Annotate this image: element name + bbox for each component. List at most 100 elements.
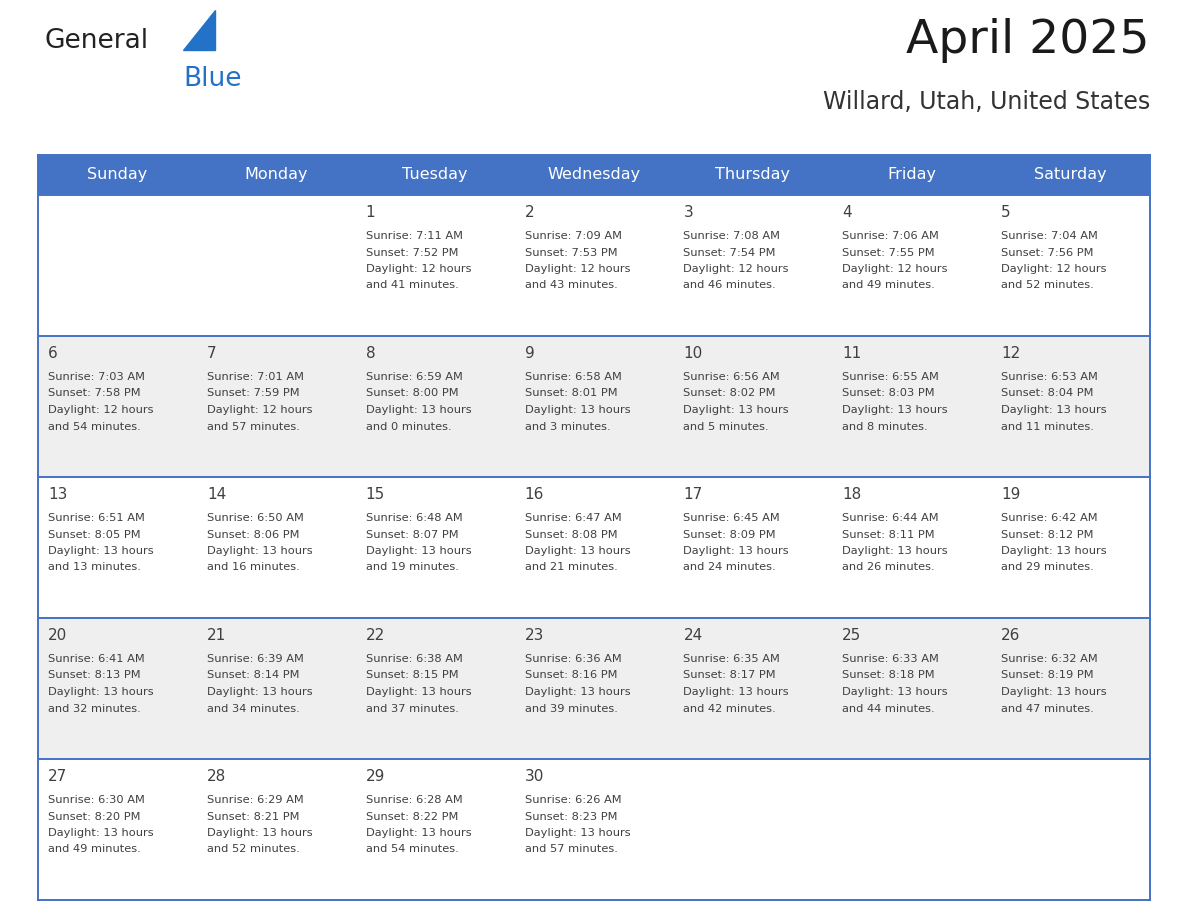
FancyBboxPatch shape — [991, 195, 1150, 336]
Text: Blue: Blue — [183, 66, 241, 92]
Text: Sunset: 7:59 PM: Sunset: 7:59 PM — [207, 388, 299, 398]
Text: 21: 21 — [207, 628, 226, 643]
Text: Wednesday: Wednesday — [548, 167, 640, 183]
Text: 14: 14 — [207, 487, 226, 502]
Text: and 32 minutes.: and 32 minutes. — [48, 703, 140, 713]
FancyBboxPatch shape — [514, 477, 674, 618]
Text: Sunset: 8:20 PM: Sunset: 8:20 PM — [48, 812, 140, 822]
Text: Sunset: 8:04 PM: Sunset: 8:04 PM — [1001, 388, 1094, 398]
Text: and 54 minutes.: and 54 minutes. — [366, 845, 459, 855]
Text: 16: 16 — [525, 487, 544, 502]
FancyBboxPatch shape — [38, 618, 197, 759]
FancyBboxPatch shape — [674, 618, 833, 759]
Text: Sunrise: 7:01 AM: Sunrise: 7:01 AM — [207, 372, 304, 382]
Text: Sunrise: 6:29 AM: Sunrise: 6:29 AM — [207, 795, 304, 805]
Text: Sunset: 8:23 PM: Sunset: 8:23 PM — [525, 812, 617, 822]
Text: Daylight: 13 hours: Daylight: 13 hours — [842, 546, 948, 556]
Text: and 34 minutes.: and 34 minutes. — [207, 703, 299, 713]
Text: 4: 4 — [842, 205, 852, 220]
FancyBboxPatch shape — [833, 336, 991, 477]
Text: and 24 minutes.: and 24 minutes. — [683, 563, 776, 573]
FancyBboxPatch shape — [514, 195, 674, 336]
Text: Sunrise: 6:32 AM: Sunrise: 6:32 AM — [1001, 654, 1098, 664]
Text: Sunrise: 6:58 AM: Sunrise: 6:58 AM — [525, 372, 621, 382]
Text: Willard, Utah, United States: Willard, Utah, United States — [823, 90, 1150, 114]
FancyBboxPatch shape — [991, 477, 1150, 618]
Text: Sunset: 8:09 PM: Sunset: 8:09 PM — [683, 530, 776, 540]
Text: 12: 12 — [1001, 346, 1020, 361]
Text: 20: 20 — [48, 628, 68, 643]
Text: Sunrise: 6:33 AM: Sunrise: 6:33 AM — [842, 654, 940, 664]
FancyBboxPatch shape — [991, 336, 1150, 477]
Text: and 5 minutes.: and 5 minutes. — [683, 421, 769, 431]
Text: 6: 6 — [48, 346, 58, 361]
Text: 10: 10 — [683, 346, 702, 361]
Text: Daylight: 12 hours: Daylight: 12 hours — [366, 264, 472, 274]
Text: General: General — [45, 28, 150, 54]
FancyBboxPatch shape — [514, 759, 674, 900]
Text: Sunrise: 6:44 AM: Sunrise: 6:44 AM — [842, 513, 939, 523]
Text: Sunrise: 7:04 AM: Sunrise: 7:04 AM — [1001, 231, 1098, 241]
Text: Daylight: 13 hours: Daylight: 13 hours — [525, 546, 630, 556]
Text: and 44 minutes.: and 44 minutes. — [842, 703, 935, 713]
FancyBboxPatch shape — [514, 618, 674, 759]
Text: Sunrise: 6:26 AM: Sunrise: 6:26 AM — [525, 795, 621, 805]
Text: Sunset: 8:03 PM: Sunset: 8:03 PM — [842, 388, 935, 398]
Text: 19: 19 — [1001, 487, 1020, 502]
Text: Sunrise: 6:48 AM: Sunrise: 6:48 AM — [366, 513, 462, 523]
Text: Sunset: 8:12 PM: Sunset: 8:12 PM — [1001, 530, 1094, 540]
Text: Sunrise: 6:59 AM: Sunrise: 6:59 AM — [366, 372, 462, 382]
Text: 18: 18 — [842, 487, 861, 502]
Text: Sunrise: 6:45 AM: Sunrise: 6:45 AM — [683, 513, 781, 523]
Text: 28: 28 — [207, 769, 226, 784]
Text: Sunset: 8:08 PM: Sunset: 8:08 PM — [525, 530, 618, 540]
Text: and 49 minutes.: and 49 minutes. — [842, 281, 935, 290]
Text: 11: 11 — [842, 346, 861, 361]
Text: Daylight: 13 hours: Daylight: 13 hours — [525, 687, 630, 697]
Text: Sunrise: 7:09 AM: Sunrise: 7:09 AM — [525, 231, 621, 241]
FancyBboxPatch shape — [833, 477, 991, 618]
Text: Sunset: 7:52 PM: Sunset: 7:52 PM — [366, 248, 459, 258]
Text: Daylight: 13 hours: Daylight: 13 hours — [683, 405, 789, 415]
Text: 25: 25 — [842, 628, 861, 643]
Text: Sunrise: 6:28 AM: Sunrise: 6:28 AM — [366, 795, 462, 805]
FancyBboxPatch shape — [833, 759, 991, 900]
Text: Sunset: 7:54 PM: Sunset: 7:54 PM — [683, 248, 776, 258]
FancyBboxPatch shape — [355, 618, 514, 759]
Text: Sunrise: 7:06 AM: Sunrise: 7:06 AM — [842, 231, 940, 241]
Text: Sunset: 8:18 PM: Sunset: 8:18 PM — [842, 670, 935, 680]
FancyBboxPatch shape — [674, 336, 833, 477]
Text: 29: 29 — [366, 769, 385, 784]
Text: 30: 30 — [525, 769, 544, 784]
Text: Sunset: 8:07 PM: Sunset: 8:07 PM — [366, 530, 459, 540]
FancyBboxPatch shape — [674, 477, 833, 618]
Text: Daylight: 13 hours: Daylight: 13 hours — [525, 828, 630, 838]
FancyBboxPatch shape — [355, 336, 514, 477]
Text: Sunrise: 6:53 AM: Sunrise: 6:53 AM — [1001, 372, 1098, 382]
Text: 3: 3 — [683, 205, 693, 220]
Text: Sunrise: 6:35 AM: Sunrise: 6:35 AM — [683, 654, 781, 664]
Text: Daylight: 13 hours: Daylight: 13 hours — [525, 405, 630, 415]
Text: 2: 2 — [525, 205, 535, 220]
Text: Sunset: 8:06 PM: Sunset: 8:06 PM — [207, 530, 299, 540]
Text: Sunset: 8:02 PM: Sunset: 8:02 PM — [683, 388, 776, 398]
Text: 5: 5 — [1001, 205, 1011, 220]
Text: 26: 26 — [1001, 628, 1020, 643]
Text: Sunset: 8:13 PM: Sunset: 8:13 PM — [48, 670, 140, 680]
Text: and 57 minutes.: and 57 minutes. — [207, 421, 299, 431]
FancyBboxPatch shape — [38, 155, 1150, 195]
Text: and 47 minutes.: and 47 minutes. — [1001, 703, 1094, 713]
Text: Daylight: 13 hours: Daylight: 13 hours — [48, 687, 153, 697]
FancyBboxPatch shape — [991, 759, 1150, 900]
Text: and 19 minutes.: and 19 minutes. — [366, 563, 459, 573]
Text: 15: 15 — [366, 487, 385, 502]
Text: Sunset: 8:15 PM: Sunset: 8:15 PM — [366, 670, 459, 680]
Text: Sunrise: 6:36 AM: Sunrise: 6:36 AM — [525, 654, 621, 664]
Text: Daylight: 13 hours: Daylight: 13 hours — [48, 828, 153, 838]
Text: Daylight: 12 hours: Daylight: 12 hours — [1001, 264, 1107, 274]
FancyBboxPatch shape — [355, 477, 514, 618]
FancyBboxPatch shape — [355, 195, 514, 336]
FancyBboxPatch shape — [197, 477, 355, 618]
Text: 22: 22 — [366, 628, 385, 643]
Text: and 13 minutes.: and 13 minutes. — [48, 563, 141, 573]
